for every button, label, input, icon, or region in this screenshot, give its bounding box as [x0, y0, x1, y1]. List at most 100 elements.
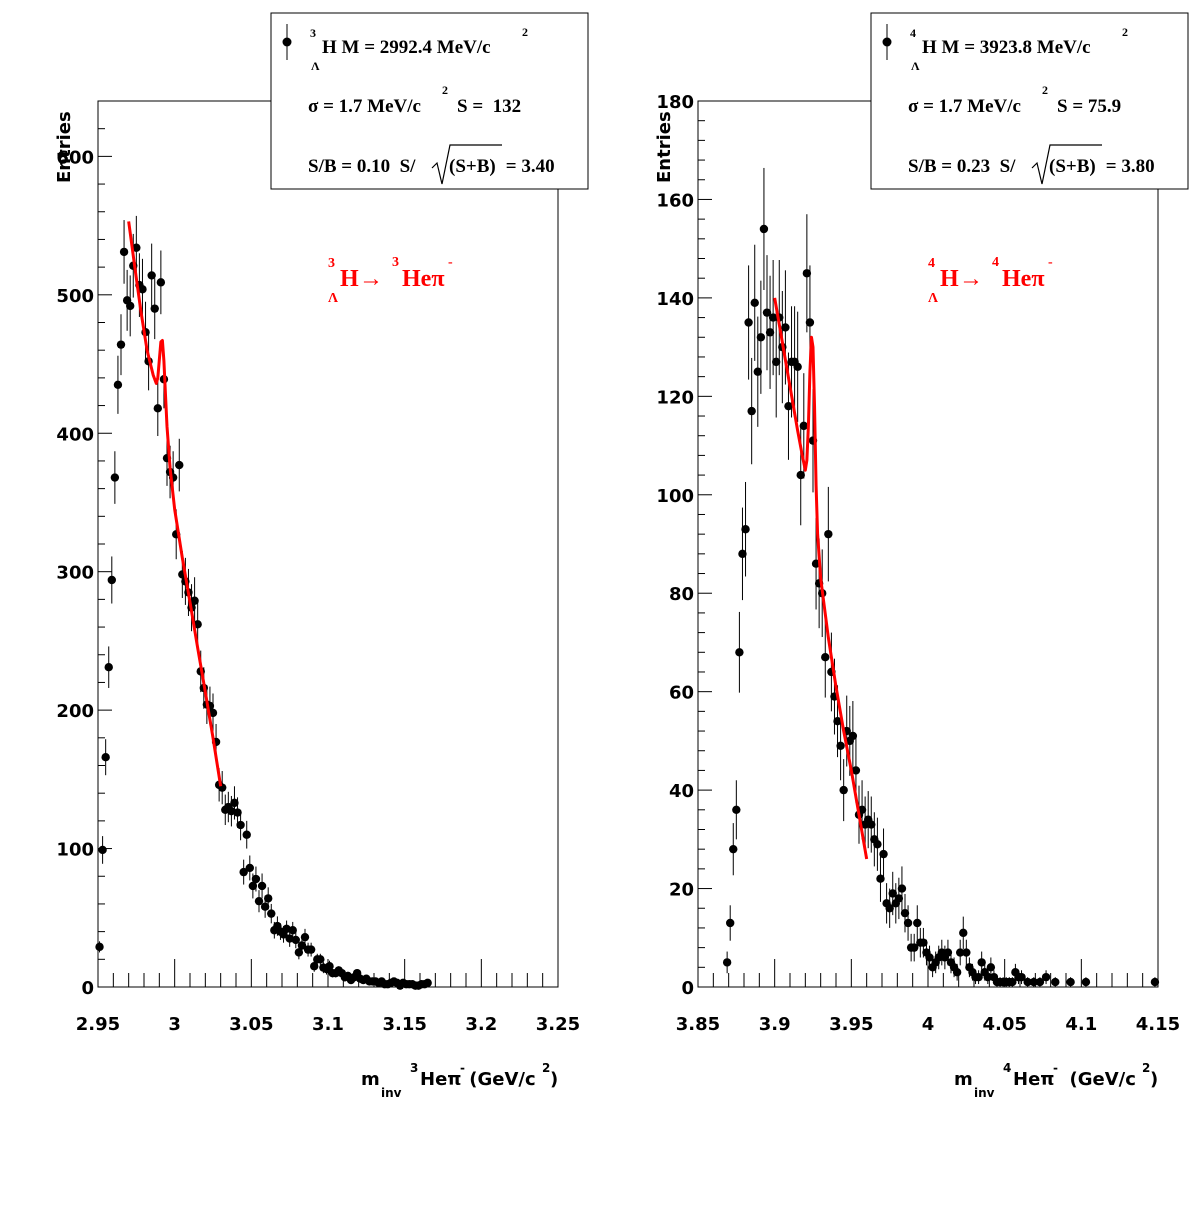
left-data-point: [423, 978, 432, 988]
left-data-point: [325, 962, 334, 971]
left-fit-line: [127, 221, 223, 787]
right-data-point: [722, 958, 732, 967]
left-y-tick-label: 400: [56, 424, 94, 445]
left-data-point: [147, 271, 156, 280]
right-data-point: [821, 653, 830, 662]
left-data-point: [294, 948, 304, 957]
right-data-point: [793, 362, 802, 371]
right-data-point: [833, 717, 842, 726]
right-decay-daughter-isotope: 4: [992, 255, 999, 270]
left-legend-mass-isotope: 3: [310, 26, 316, 40]
right-decay-daughter: Heπ: [1002, 266, 1044, 292]
left-decay-daughter: Heπ: [402, 266, 444, 292]
right-data-point: [1041, 972, 1051, 982]
right-data-point: [762, 308, 772, 317]
left-xlabel-charge: -: [460, 1061, 465, 1075]
left-y-tick-label: 200: [56, 701, 94, 722]
right-data-point: [1035, 977, 1045, 987]
right-y-tick-label: 180: [656, 92, 694, 113]
left-decay-daughter-charge: -: [448, 255, 453, 270]
right-data-point: [1017, 972, 1026, 982]
left-data-point: [126, 301, 135, 311]
right-data-point: [799, 421, 808, 431]
right-data-point: [759, 224, 769, 234]
left-x-axis-title: m inv 3 Heπ - (GeV/c 2 ): [361, 1061, 558, 1100]
right-xlabel-unit-close: ): [1150, 1069, 1158, 1090]
left-data-point: [310, 962, 319, 971]
right-data-point: [750, 298, 759, 308]
left-data-point: [230, 798, 239, 808]
left-xlabel-m: m: [361, 1069, 380, 1090]
left-data-point: [104, 663, 113, 672]
right-legend-box: [870, 12, 1189, 190]
left-data-point: [254, 896, 264, 906]
right-x-tick-label: 3.9: [759, 1014, 791, 1035]
left-data-point: [251, 874, 261, 884]
right-legend-mass-isotope: 4: [910, 26, 916, 40]
right-fit-line: [773, 297, 869, 860]
left-data-point: [138, 285, 147, 294]
right-data-point: [805, 318, 815, 327]
left-decay-label: 3 Λ H → 3 Heπ -: [328, 255, 453, 306]
right-data-point: [1051, 977, 1060, 987]
left-data-point: [248, 881, 258, 891]
left-data-point: [153, 404, 162, 413]
right-decay-parent: H: [940, 266, 959, 292]
left-xlabel-unit: (GeV/c: [463, 1069, 536, 1090]
right-data-point: [747, 406, 756, 416]
left-x-tick-label: 3.1: [312, 1014, 344, 1035]
right-data-point: [726, 918, 735, 928]
right-x-tick-label: 4.15: [1136, 1014, 1180, 1035]
right-xlabel-m: m: [954, 1069, 973, 1090]
left-data-point: [119, 247, 129, 257]
right-data-point: [876, 874, 885, 883]
right-y-tick-label: 60: [669, 683, 694, 704]
left-data-point: [257, 881, 267, 891]
left-decay-daughter-isotope: 3: [392, 255, 399, 270]
right-legend-sqrt-sign: [1031, 144, 1102, 185]
right-y-tick-label: 40: [669, 781, 694, 802]
right-data-point: [900, 908, 910, 918]
left-legend-significance: = 3.40: [501, 156, 555, 177]
right-data-point: [729, 844, 738, 854]
left-plot-panel: 2.95 3 3.05 3.1 3.15 3.2 3.25 0 100 200 300 400 500…: [54, 12, 589, 1100]
left-fit-curve: [127, 221, 223, 787]
right-data-point: [1066, 977, 1075, 987]
right-legend-marker: [882, 37, 892, 47]
left-y-tick-label: 500: [56, 286, 94, 307]
right-data-point: [952, 968, 962, 977]
left-data-point: [260, 902, 270, 911]
right-data-point: [851, 766, 861, 775]
right-legend-mass-sub: Λ: [911, 59, 920, 73]
right-data-point: [735, 648, 744, 657]
right-xlabel-unit: (GeV/c: [1057, 1069, 1136, 1090]
left-data-point: [190, 596, 199, 605]
right-data-point: [983, 972, 992, 982]
right-xlabel-isotope: 4: [1003, 1061, 1011, 1075]
right-legend-signal: S = 75.9: [1057, 96, 1121, 117]
left-legend-box: [270, 12, 589, 190]
left-y-tick-label: 300: [56, 563, 94, 584]
right-y-tick-label: 20: [669, 880, 694, 901]
left-xlabel-isotope: 3: [410, 1061, 418, 1075]
right-data-point: [1029, 977, 1039, 987]
left-data-point: [233, 808, 242, 817]
left-y-tick-label: 100: [56, 840, 94, 861]
right-xlabel-charge: -: [1053, 1061, 1058, 1075]
right-data-point: [897, 884, 907, 893]
right-data-point: [772, 357, 781, 367]
right-y-axis: 0 20 40 60 80 100 120 140 160 180: [656, 92, 712, 999]
left-data-point: [316, 955, 325, 964]
right-y-tick-label: 160: [656, 190, 694, 211]
right-y-axis-title: Entries: [654, 111, 675, 183]
left-data-point: [150, 304, 159, 313]
right-x-tick-label: 3.85: [676, 1014, 720, 1035]
left-xlabel-unit-power: 2: [542, 1061, 550, 1075]
left-data-point: [300, 932, 310, 942]
right-legend-sigma-power: 2: [1042, 83, 1048, 97]
left-data-point: [116, 340, 126, 349]
right-data-point: [943, 948, 953, 957]
right-data-point: [873, 840, 882, 849]
right-y-tick-label: 120: [656, 387, 694, 408]
right-legend-sb: S/B = 0.23 S/: [908, 156, 1016, 177]
